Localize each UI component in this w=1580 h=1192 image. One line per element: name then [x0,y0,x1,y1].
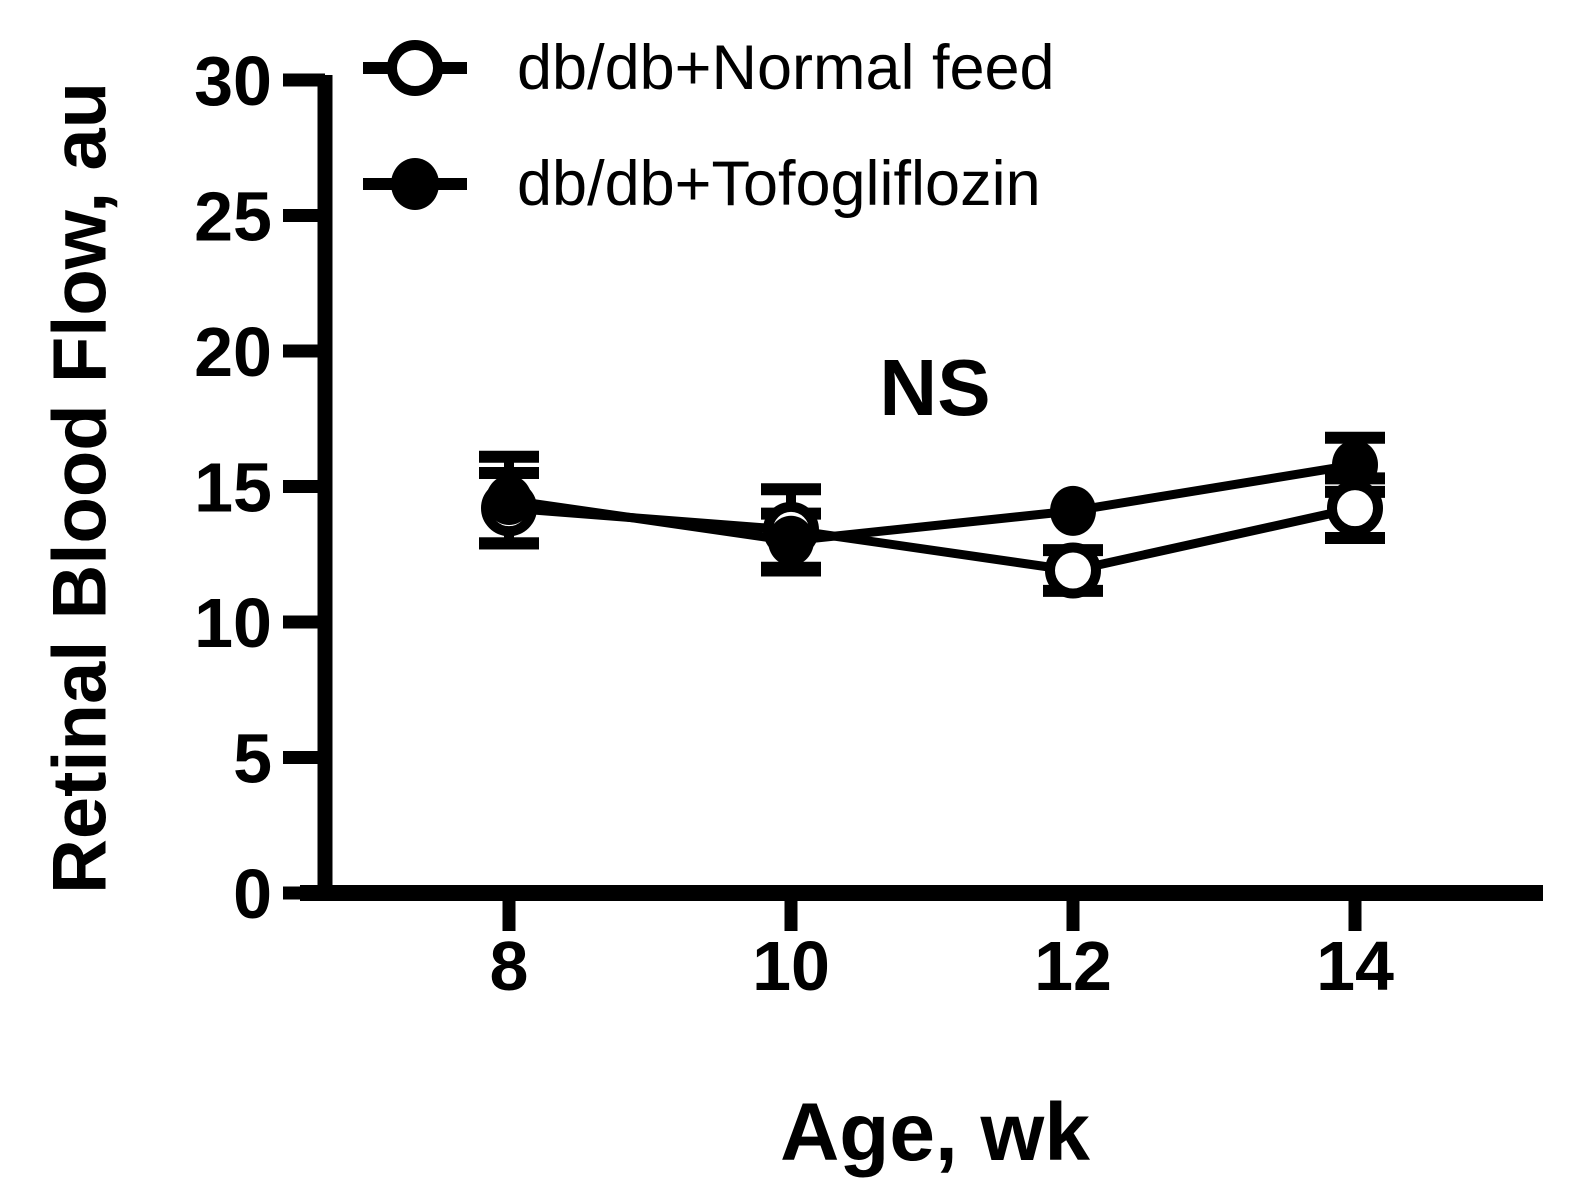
y-axis-label: Retinal Blood Flow, au [37,81,123,895]
data-point-filled [1050,485,1096,536]
data-point-filled [768,515,814,566]
x-tick-label: 10 [752,927,830,1005]
y-tick-label: 5 [233,720,272,798]
x-tick-label: 12 [1034,927,1112,1005]
ns-annotation: NS [879,343,991,432]
y-tick-label: 10 [194,584,272,662]
open-circle-icon [363,40,467,96]
data-point-filled [486,475,532,526]
y-tick-label: 0 [233,855,272,933]
data-point-filled [1332,439,1378,490]
y-tick-label: 30 [194,42,272,120]
x-axis-label: Age, wk [780,1087,1090,1178]
legend-label-tofogliflozin: db/db+Tofogliflozin [517,149,1041,219]
legend: db/db+Normal feed db/db+Tofogliflozin [363,33,1055,268]
data-point-open [1327,480,1383,537]
legend-item-tofogliflozin: db/db+Tofogliflozin [363,149,1055,219]
filled-circle-icon [363,158,467,210]
x-tick-label: 8 [490,927,529,1005]
data-point-open [1045,542,1101,599]
y-tick-label: 20 [194,313,272,391]
legend-item-normal-feed: db/db+Normal feed [363,33,1055,103]
x-tick-label: 14 [1316,927,1394,1005]
series-line-1 [508,460,1356,546]
y-tick-label: 15 [194,449,272,527]
y-tick-label: 25 [194,178,272,256]
legend-label-normal-feed: db/db+Normal feed [517,33,1055,103]
